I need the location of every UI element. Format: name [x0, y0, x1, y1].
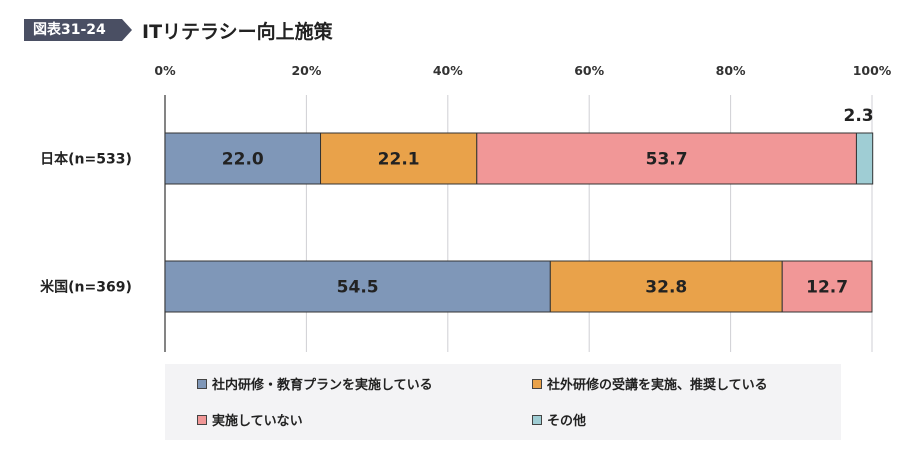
data-label: 12.7 [806, 278, 848, 298]
x-tick-label: 80% [716, 63, 746, 78]
figure-number-badge: 図表31-24 [24, 19, 132, 41]
data-label: 2.3 [844, 106, 874, 126]
data-label: 53.7 [646, 150, 688, 170]
legend-label-series-2: 社外研修の受講を実施、推奨している [547, 378, 768, 393]
legend-swatch-series-3 [197, 414, 207, 425]
x-tick-label: 20% [291, 63, 321, 78]
legend-item-series-2: 社外研修の受講を実施、推奨している [532, 374, 768, 393]
bar-segment [164, 260, 551, 313]
category-label: 日本(n=533) [40, 151, 132, 168]
bar-segment [164, 132, 322, 185]
legend-swatch-series-1 [197, 378, 207, 389]
data-label: 54.5 [337, 278, 379, 298]
legend-swatch-series-4 [532, 414, 542, 425]
data-label: 32.8 [645, 278, 687, 298]
chart-legend: 社内研修・教育プランを実施している 社外研修の受講を実施、推奨している 実施して… [165, 364, 841, 440]
legend-item-series-3: 実施していない [197, 410, 303, 429]
data-label: 22.0 [222, 150, 264, 170]
legend-label-series-4: その他 [547, 414, 587, 429]
x-tick-label: 100% [853, 63, 892, 78]
bar-segment [320, 132, 478, 185]
bar-segment [855, 132, 874, 185]
category-label: 米国(n=369) [40, 279, 132, 296]
legend-label-series-3: 実施していない [212, 414, 303, 429]
legend-label-series-1: 社内研修・教育プランを実施している [212, 378, 433, 393]
bar-segment [781, 260, 873, 313]
x-tick-label: 0% [154, 63, 176, 78]
x-tick-label: 40% [433, 63, 463, 78]
chart-title: ITリテラシー向上施策 [142, 21, 333, 43]
data-label: 22.1 [378, 150, 420, 170]
figure-number: 図表31-24 [33, 22, 106, 38]
x-tick-label: 60% [574, 63, 604, 78]
bar-segment [549, 260, 783, 313]
legend-item-series-1: 社内研修・教育プランを実施している [197, 374, 433, 393]
legend-item-series-4: その他 [532, 410, 586, 429]
legend-swatch-series-2 [532, 378, 542, 389]
bar-segment [476, 132, 857, 185]
